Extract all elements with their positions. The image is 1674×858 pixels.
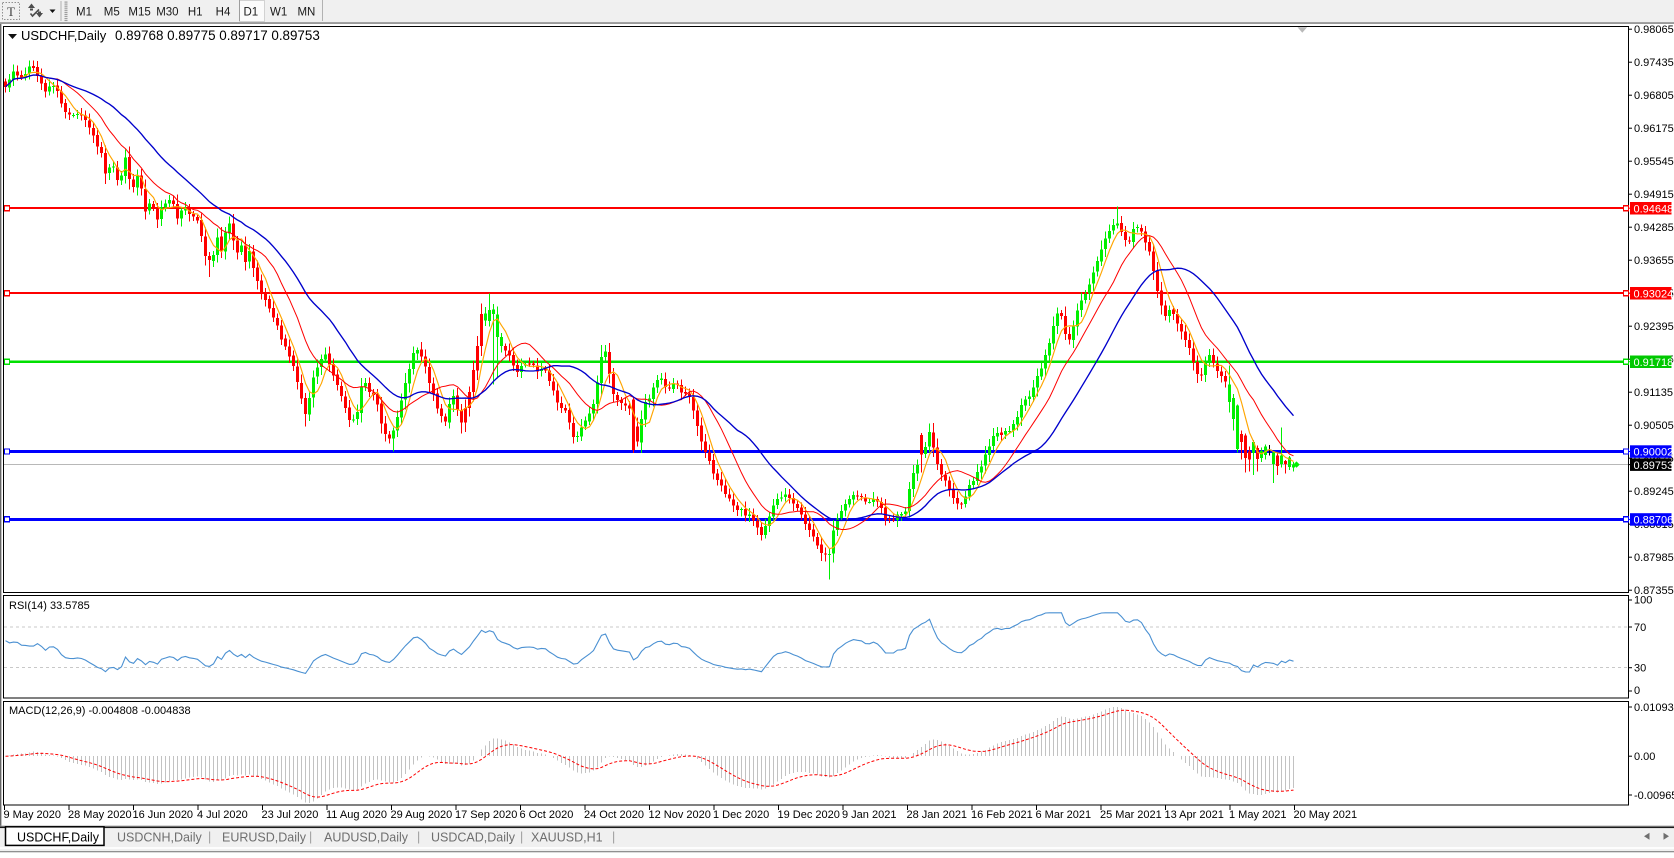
svg-text:0.93655: 0.93655 xyxy=(1634,255,1674,267)
svg-text:0.87985: 0.87985 xyxy=(1634,552,1674,564)
svg-text:MACD(12,26,9) -0.004808 -0.004: MACD(12,26,9) -0.004808 -0.004838 xyxy=(9,705,191,717)
svg-text:|: | xyxy=(208,830,211,844)
svg-text:0: 0 xyxy=(1634,685,1640,697)
svg-text:16 Feb 2021: 16 Feb 2021 xyxy=(971,809,1033,821)
svg-text:-0.009653: -0.009653 xyxy=(1634,790,1674,802)
svg-text:6 Mar 2021: 6 Mar 2021 xyxy=(1036,809,1092,821)
svg-text:RSI(14) 33.5785: RSI(14) 33.5785 xyxy=(9,600,90,612)
svg-text:M5: M5 xyxy=(104,7,120,19)
svg-text:H1: H1 xyxy=(188,7,203,19)
svg-text:USDCHF,Daily: USDCHF,Daily xyxy=(21,28,107,43)
svg-text:0.96175: 0.96175 xyxy=(1634,123,1674,135)
svg-text:XAUUSD,H1: XAUUSD,H1 xyxy=(531,831,603,845)
svg-text:19 Dec 2020: 19 Dec 2020 xyxy=(778,809,840,821)
svg-text:0.91718: 0.91718 xyxy=(1634,357,1674,369)
svg-text:0.96805: 0.96805 xyxy=(1634,90,1674,102)
svg-text:0.95545: 0.95545 xyxy=(1634,156,1674,168)
svg-text:T: T xyxy=(7,4,15,19)
svg-text:17 Sep 2020: 17 Sep 2020 xyxy=(455,809,517,821)
svg-text:0.92395: 0.92395 xyxy=(1634,321,1674,333)
svg-text:1 Dec 2020: 1 Dec 2020 xyxy=(713,809,769,821)
svg-text:0.89753: 0.89753 xyxy=(1634,460,1674,472)
svg-text:W1: W1 xyxy=(270,7,287,19)
svg-text:M30: M30 xyxy=(156,7,178,19)
svg-text:M15: M15 xyxy=(128,7,150,19)
svg-text:70: 70 xyxy=(1634,622,1646,634)
svg-text:12 Nov 2020: 12 Nov 2020 xyxy=(649,809,711,821)
svg-text:MN: MN xyxy=(297,7,315,19)
svg-text:28 Jan 2021: 28 Jan 2021 xyxy=(907,809,968,821)
svg-text:0.98065: 0.98065 xyxy=(1634,24,1674,36)
svg-text:0.94915: 0.94915 xyxy=(1634,189,1674,201)
svg-text:|: | xyxy=(520,830,523,844)
svg-text:9 May 2020: 9 May 2020 xyxy=(4,809,61,821)
svg-text:28 May 2020: 28 May 2020 xyxy=(68,809,132,821)
svg-text:13 Apr 2021: 13 Apr 2021 xyxy=(1165,809,1224,821)
svg-text:0.97435: 0.97435 xyxy=(1634,57,1674,69)
svg-text:0.90505: 0.90505 xyxy=(1634,420,1674,432)
svg-text:9 Jan 2021: 9 Jan 2021 xyxy=(842,809,896,821)
svg-text:EURUSD,Daily: EURUSD,Daily xyxy=(222,831,307,845)
svg-text:0.90002: 0.90002 xyxy=(1634,447,1674,459)
svg-text:0.89768 0.89775 0.89717 0.8975: 0.89768 0.89775 0.89717 0.89753 xyxy=(115,28,320,43)
svg-text:USDCNH,Daily: USDCNH,Daily xyxy=(117,831,202,845)
svg-text:D1: D1 xyxy=(243,7,258,19)
svg-text:USDCAD,Daily: USDCAD,Daily xyxy=(431,831,516,845)
svg-text:0.91135: 0.91135 xyxy=(1634,387,1673,399)
svg-text:USDCHF,Daily: USDCHF,Daily xyxy=(17,831,100,845)
svg-text:20 May 2021: 20 May 2021 xyxy=(1294,809,1358,821)
svg-text:H4: H4 xyxy=(216,7,231,19)
svg-text:4 Jul 2020: 4 Jul 2020 xyxy=(197,809,248,821)
svg-text:25 Mar 2021: 25 Mar 2021 xyxy=(1100,809,1162,821)
svg-text:100: 100 xyxy=(1634,595,1652,607)
svg-text:0.94285: 0.94285 xyxy=(1634,222,1674,234)
svg-text:0.010933: 0.010933 xyxy=(1634,702,1674,714)
svg-text:AUDUSD,Daily: AUDUSD,Daily xyxy=(324,831,409,845)
svg-text:1 May 2021: 1 May 2021 xyxy=(1229,809,1286,821)
svg-text:0.94648: 0.94648 xyxy=(1634,203,1674,215)
svg-text:30: 30 xyxy=(1634,663,1646,675)
svg-text:11 Aug 2020: 11 Aug 2020 xyxy=(326,809,387,821)
svg-text:0.89245: 0.89245 xyxy=(1634,486,1674,498)
svg-text:0.88706: 0.88706 xyxy=(1634,515,1674,527)
svg-text:0.00: 0.00 xyxy=(1634,751,1655,763)
svg-text:23 Jul 2020: 23 Jul 2020 xyxy=(262,809,319,821)
svg-text:0.87355: 0.87355 xyxy=(1634,585,1674,597)
svg-text:29 Aug 2020: 29 Aug 2020 xyxy=(391,809,453,821)
svg-text:|: | xyxy=(612,830,615,844)
svg-text:M1: M1 xyxy=(76,7,92,19)
svg-text:6 Oct 2020: 6 Oct 2020 xyxy=(520,809,574,821)
svg-text:0.93024: 0.93024 xyxy=(1634,288,1674,300)
svg-text:|: | xyxy=(417,830,420,844)
svg-text:24 Oct 2020: 24 Oct 2020 xyxy=(584,809,644,821)
svg-text:|: | xyxy=(309,830,312,844)
svg-text:16 Jun 2020: 16 Jun 2020 xyxy=(133,809,194,821)
